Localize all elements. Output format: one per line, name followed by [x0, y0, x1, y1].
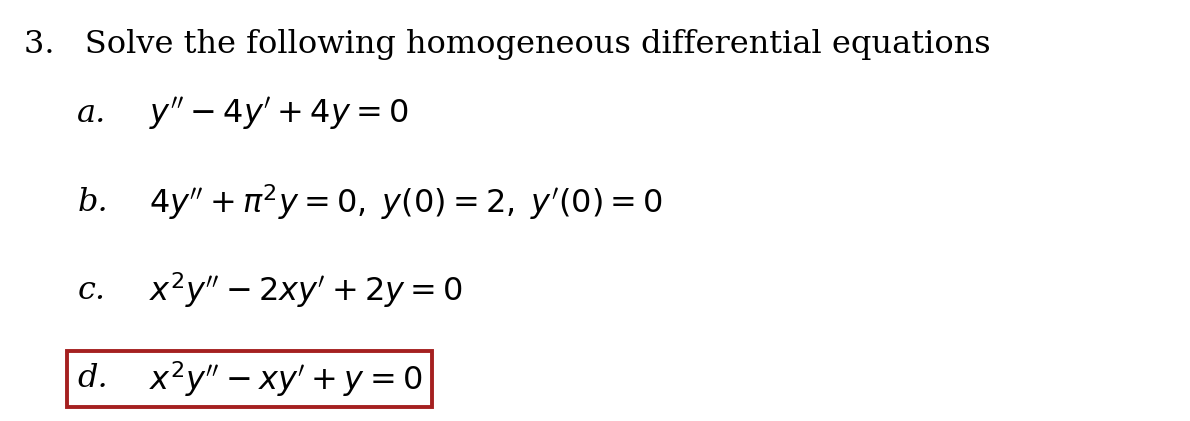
Text: c.: c.: [77, 275, 106, 306]
Text: $4y''+\pi^2 y=0,\; y(0)=2,\; y'(0)=0$: $4y''+\pi^2 y=0,\; y(0)=2,\; y'(0)=0$: [149, 182, 663, 222]
Text: b.: b.: [77, 187, 108, 218]
Text: d.: d.: [77, 363, 108, 394]
Text: $x^2y''-2xy'+2y=0$: $x^2y''-2xy'+2y=0$: [149, 271, 463, 310]
Text: $x^2y''-xy'+y=0$: $x^2y''-xy'+y=0$: [149, 359, 422, 399]
Text: a.: a.: [77, 98, 107, 129]
Text: 3.   Solve the following homogeneous differential equations: 3. Solve the following homogeneous diffe…: [24, 29, 990, 61]
Text: $y''-4y'+4y=0$: $y''-4y'+4y=0$: [149, 96, 408, 132]
